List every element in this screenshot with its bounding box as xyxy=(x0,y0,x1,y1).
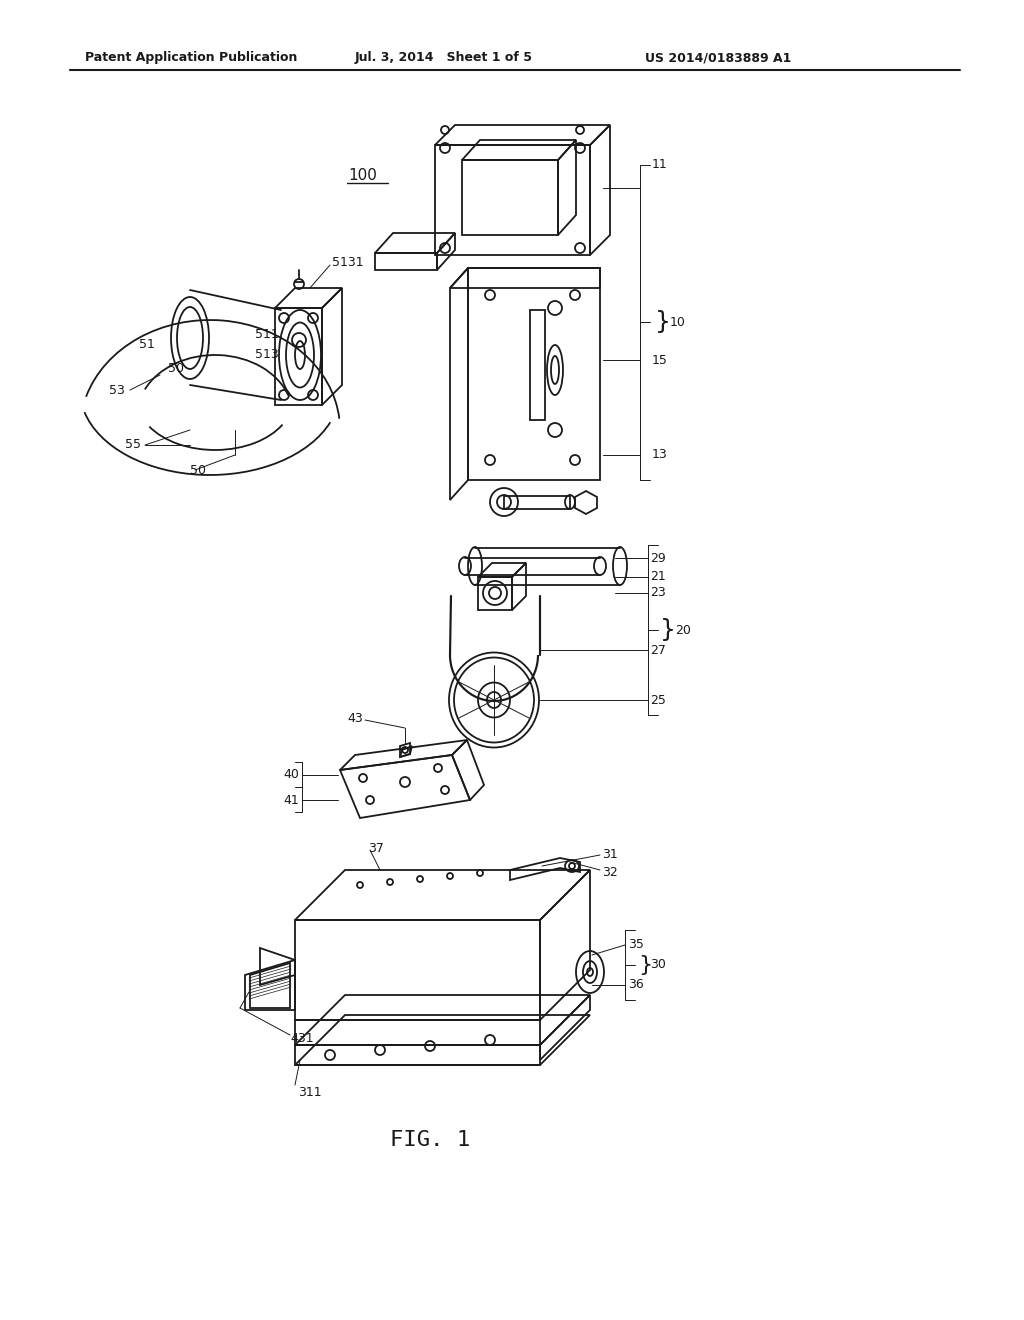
Text: 50: 50 xyxy=(190,463,206,477)
Text: 21: 21 xyxy=(650,570,666,583)
Text: 20: 20 xyxy=(675,623,691,636)
Text: 50: 50 xyxy=(168,362,184,375)
Text: 23: 23 xyxy=(650,586,666,599)
Text: 40: 40 xyxy=(283,768,299,781)
Text: 41: 41 xyxy=(284,793,299,807)
Text: Jul. 3, 2014   Sheet 1 of 5: Jul. 3, 2014 Sheet 1 of 5 xyxy=(355,51,534,65)
Text: 11: 11 xyxy=(652,158,668,172)
Text: 51: 51 xyxy=(139,338,155,351)
Text: 29: 29 xyxy=(650,552,666,565)
Text: 53: 53 xyxy=(110,384,125,396)
Text: 32: 32 xyxy=(602,866,617,879)
Text: }: } xyxy=(660,618,676,642)
Text: 15: 15 xyxy=(652,354,668,367)
Text: 511: 511 xyxy=(255,329,279,342)
Text: Patent Application Publication: Patent Application Publication xyxy=(85,51,297,65)
Text: }: } xyxy=(638,954,652,975)
Text: 100: 100 xyxy=(348,168,377,182)
Text: 43: 43 xyxy=(347,711,362,725)
Text: 27: 27 xyxy=(650,644,666,656)
Text: US 2014/0183889 A1: US 2014/0183889 A1 xyxy=(645,51,792,65)
Text: 36: 36 xyxy=(628,978,644,991)
Text: 25: 25 xyxy=(650,693,666,706)
Text: 31: 31 xyxy=(602,849,617,862)
Text: 13: 13 xyxy=(652,449,668,462)
Text: 30: 30 xyxy=(650,958,666,972)
Text: 10: 10 xyxy=(670,315,686,329)
Text: 55: 55 xyxy=(125,438,141,451)
Text: FIG. 1: FIG. 1 xyxy=(390,1130,470,1150)
Text: 35: 35 xyxy=(628,939,644,952)
Text: 37: 37 xyxy=(368,842,384,854)
Text: 311: 311 xyxy=(298,1085,322,1098)
Text: 431: 431 xyxy=(290,1031,313,1044)
Text: 513: 513 xyxy=(255,348,279,362)
Text: 5131: 5131 xyxy=(332,256,364,269)
Text: }: } xyxy=(655,310,671,334)
